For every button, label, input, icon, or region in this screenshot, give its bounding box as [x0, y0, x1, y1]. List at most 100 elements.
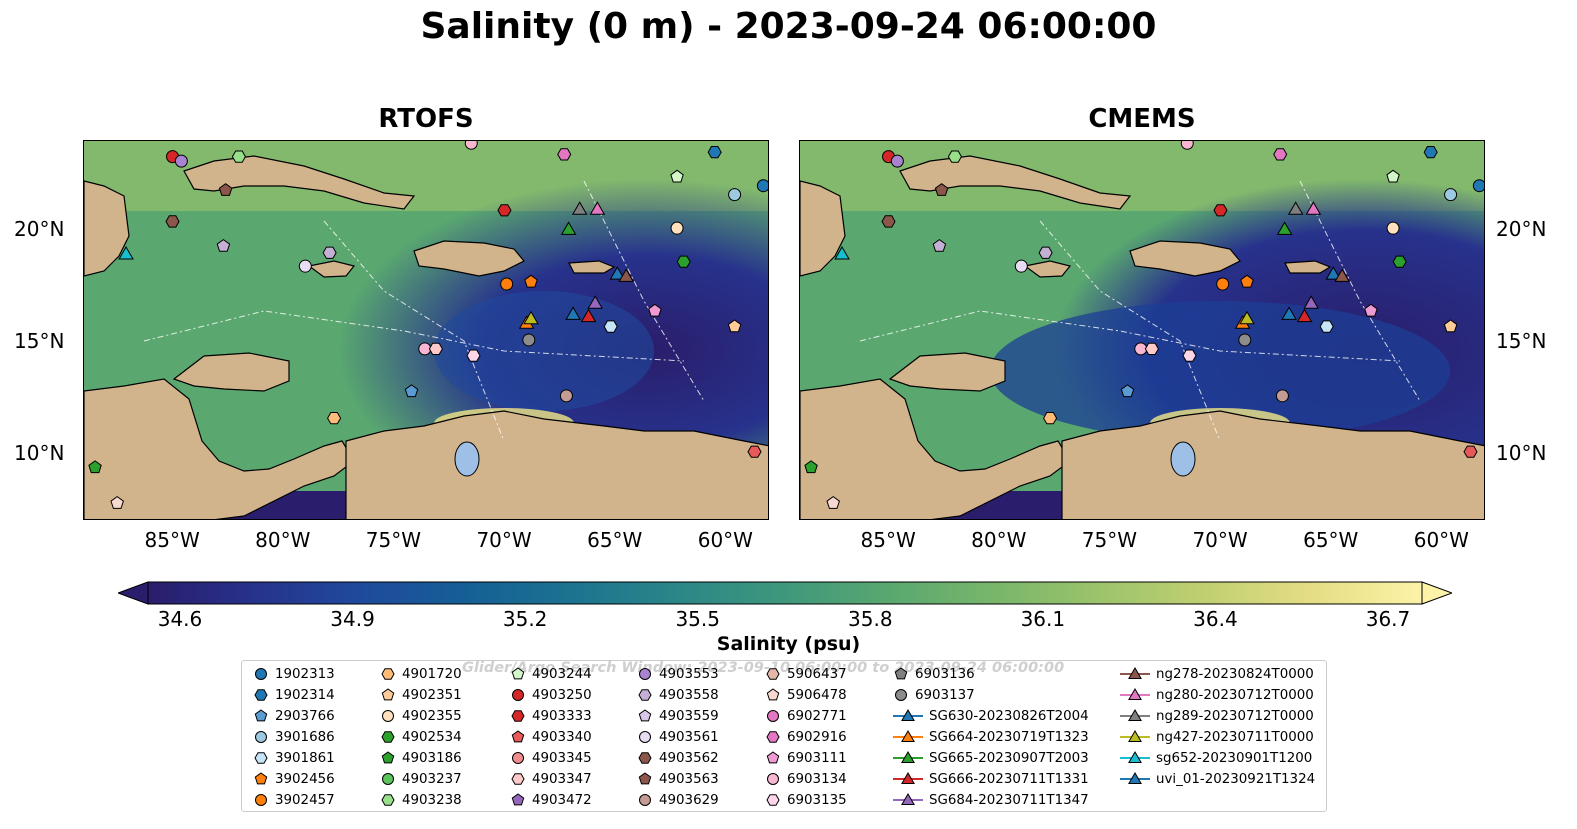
- legend-entry: 6902916: [765, 727, 847, 747]
- legend-entry-label: 4903347: [532, 771, 592, 787]
- circle-marker-icon: [639, 668, 651, 680]
- argo-float-marker: [728, 188, 742, 202]
- argo-float-marker: [1273, 148, 1288, 161]
- legend-entry: 3901686: [253, 727, 335, 747]
- legend-entry: 4903238: [380, 790, 462, 810]
- glider-marker: [618, 268, 634, 282]
- land-mass: [172, 352, 290, 392]
- argo-float-marker: [648, 303, 662, 317]
- argo-float-marker: [1275, 389, 1289, 403]
- argo-float-marker: [110, 495, 124, 509]
- circle-marker-icon: [639, 794, 651, 806]
- legend-entry-label: SG664-20230719T1323: [929, 729, 1089, 745]
- lon-tick-label: 80°W: [255, 528, 311, 552]
- legend-entry-label: 6903135: [787, 792, 847, 808]
- pentagon-marker-icon: [254, 709, 268, 722]
- legend-entry-label: 4903244: [532, 666, 592, 682]
- legend-search-window-note: Glider/Argo Search Window: 2023-09-10 06…: [462, 660, 1065, 676]
- legend-entry-label: ng278-20230824T0000: [1156, 666, 1314, 682]
- glider-marker: [1303, 295, 1319, 309]
- triangle-marker-icon: [893, 709, 923, 721]
- legend-entry-label: 4903238: [402, 792, 462, 808]
- land-mass: [84, 378, 355, 519]
- argo-float-marker: [676, 255, 691, 268]
- legend-entry-label: 1902314: [275, 687, 335, 703]
- legend-entry: 4903561: [637, 727, 719, 747]
- glider-marker: [1305, 201, 1322, 215]
- legend-entry: 4903237: [380, 769, 462, 789]
- legend-entry-label: 6903136: [915, 666, 975, 682]
- land-mass: [800, 180, 846, 277]
- hexagon-marker-icon: [254, 689, 268, 701]
- legend-entry: sg652-20230901T1200: [1120, 748, 1312, 768]
- argo-float-marker: [522, 333, 536, 347]
- lon-tick-label: 80°W: [971, 528, 1027, 552]
- hexagon-marker-icon: [766, 794, 780, 806]
- triangle-marker-icon: [1120, 709, 1150, 721]
- argo-float-marker: [466, 349, 481, 362]
- argo-float-marker: [1182, 349, 1197, 362]
- legend-entry-label: 4903345: [532, 750, 592, 766]
- lon-tick-label: 85°W: [860, 528, 916, 552]
- lon-tick-label: 60°W: [1413, 528, 1469, 552]
- glider-marker: [1239, 310, 1255, 325]
- pentagon-marker-icon: [894, 667, 908, 680]
- argo-float-marker: [165, 215, 180, 228]
- argo-float-marker: [890, 154, 904, 168]
- legend-entry-label: 4903559: [659, 708, 719, 724]
- legend-entry: ng278-20230824T0000: [1120, 664, 1314, 684]
- colorbar-label: Salinity (psu): [716, 633, 861, 655]
- triangle-marker-icon: [1120, 772, 1150, 784]
- legend-entry: 5906437: [765, 664, 847, 684]
- legend-entry-label: 6903137: [915, 687, 975, 703]
- legend-entry: 4903186: [380, 748, 462, 768]
- legend-entry-label: 6902916: [787, 729, 847, 745]
- lat-tick-label-right: 20°N: [1496, 217, 1547, 242]
- hexagon-marker-icon: [381, 794, 395, 806]
- argo-float-marker: [932, 238, 947, 252]
- colorbar-tick-label: 34.6: [157, 607, 203, 631]
- argo-float-marker: [298, 259, 312, 273]
- legend-entry-label: 4901720: [402, 666, 462, 682]
- legend-entry: 4903340: [510, 727, 592, 747]
- lon-tick-label: 70°W: [476, 528, 532, 552]
- legend-entry: SG630-20230826T2004: [893, 706, 1089, 726]
- land-mass: [568, 260, 616, 274]
- land-mass: [413, 240, 525, 277]
- glider-marker: [1287, 201, 1304, 215]
- land-mass: [1284, 260, 1332, 274]
- circle-marker-icon: [255, 794, 267, 806]
- argo-float-marker: [707, 146, 722, 159]
- argo-float-marker: [1120, 384, 1135, 398]
- lon-tick-label: 75°W: [1081, 528, 1138, 552]
- legend-entry-label: 4903333: [532, 708, 592, 724]
- glider-marker: [1296, 308, 1313, 323]
- legend-entry: 4903347: [510, 769, 592, 789]
- argo-float-marker: [1216, 277, 1230, 291]
- hexagon-marker-icon: [511, 773, 525, 785]
- colorbar-tick-label: 35.8: [848, 607, 893, 631]
- argo-float-marker: [881, 215, 896, 228]
- glider-marker: [560, 221, 577, 235]
- legend-entry: SG666-20230711T1331: [893, 769, 1089, 789]
- argo-float-marker: [756, 179, 768, 193]
- argo-float-marker: [231, 150, 246, 163]
- legend-entry: 4902351: [380, 685, 462, 705]
- legend-entry: 4903559: [637, 706, 719, 726]
- argo-float-marker: [747, 445, 762, 458]
- legend-entry: 3902457: [253, 790, 335, 810]
- lat-tick-label-left: 10°N: [14, 440, 65, 465]
- lon-tick-label: 85°W: [144, 528, 200, 552]
- hexagon-marker-icon: [638, 689, 652, 701]
- glider-marker: [118, 246, 134, 260]
- legend-entry-label: 3901686: [275, 729, 335, 745]
- legend-entry-label: 2903766: [275, 708, 335, 724]
- triangle-marker-icon: [1120, 667, 1150, 679]
- argo-float-marker: [1443, 319, 1458, 333]
- legend-entry-label: 4903472: [532, 792, 592, 808]
- argo-float-marker: [524, 274, 538, 288]
- lake-maracaibo: [454, 441, 480, 477]
- argo-float-marker: [947, 150, 962, 163]
- land-mass: [307, 260, 356, 278]
- legend-entry-label: 4903237: [402, 771, 462, 787]
